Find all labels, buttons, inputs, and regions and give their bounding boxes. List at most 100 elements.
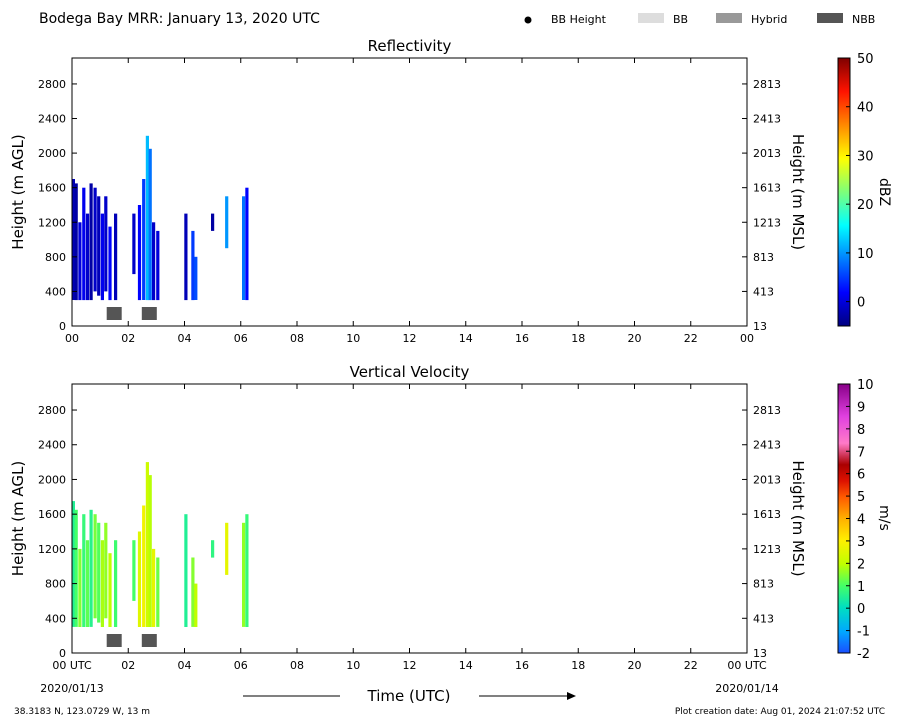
colorbar-tick-label: 20 bbox=[857, 198, 874, 213]
legend-label-bb-height: BB Height bbox=[551, 13, 607, 26]
x-tick-label: 14 bbox=[459, 659, 473, 672]
nbb-marker bbox=[106, 307, 122, 320]
velocity-data-column bbox=[148, 475, 152, 627]
x-tick-label: 18 bbox=[571, 659, 585, 672]
velocity-data-column bbox=[132, 540, 136, 601]
reflectivity-data-column bbox=[152, 222, 156, 301]
x-tick-label: 02 bbox=[121, 332, 135, 345]
x-tick-label: 10 bbox=[346, 659, 360, 672]
colorbar-tick-label: 9 bbox=[857, 400, 865, 415]
reflectivity-data-column bbox=[74, 183, 78, 301]
y-right-tick-label: 2413 bbox=[753, 439, 781, 452]
y-right-tick-label: 2813 bbox=[753, 404, 781, 417]
y-tick-label: 400 bbox=[45, 612, 66, 625]
reflectivity-data-column bbox=[142, 179, 146, 300]
velocity-colorbar-label: m/s bbox=[876, 505, 892, 531]
y-tick-label: 800 bbox=[45, 251, 66, 264]
colorbar-tick-label: 50 bbox=[857, 52, 874, 67]
velocity-data-column bbox=[104, 522, 108, 619]
reflectivity-colorbar: 0 10 20 30 40 50 dBZ bbox=[837, 52, 892, 327]
reflectivity-y-right-axis-label: Height (m MSL) bbox=[789, 134, 807, 250]
reflectivity-data-column bbox=[89, 183, 93, 301]
y-right-tick-label: 2413 bbox=[753, 113, 781, 126]
legend-label-nbb: NBB bbox=[852, 13, 875, 26]
velocity-data-column bbox=[245, 514, 249, 627]
legend-label-bb: BB bbox=[673, 13, 688, 26]
x-tick-label: 22 bbox=[684, 659, 698, 672]
x-tick-label: 08 bbox=[290, 659, 304, 672]
y-tick-label: 1200 bbox=[38, 543, 66, 556]
nbb-marker bbox=[141, 307, 157, 320]
velocity-y-axis-label: Height (m AGL) bbox=[9, 461, 27, 576]
y-tick-label: 800 bbox=[45, 578, 66, 591]
y-right-tick-label: 813 bbox=[753, 578, 774, 591]
y-right-tick-label: 413 bbox=[753, 285, 774, 298]
reflectivity-data-column bbox=[97, 196, 101, 296]
velocity-data-column bbox=[142, 505, 146, 627]
colorbar-tick-label: 30 bbox=[857, 149, 874, 164]
reflectivity-data-column bbox=[242, 196, 246, 300]
colorbar-tick-label: 6 bbox=[857, 468, 865, 483]
colorbar-tick-label: 0 bbox=[857, 602, 865, 617]
figure-title: Bodega Bay MRR: January 13, 2020 UTC bbox=[39, 11, 320, 27]
y-right-tick-label: 1613 bbox=[753, 182, 781, 195]
colorbar-tick-label: 10 bbox=[857, 378, 874, 393]
reflectivity-data-column bbox=[78, 222, 82, 301]
reflectivity-data-column bbox=[104, 196, 108, 292]
reflectivity-data-column bbox=[71, 179, 75, 300]
reflectivity-data-column bbox=[191, 230, 195, 301]
x-tick-label: 00 UTC bbox=[727, 659, 767, 672]
velocity-data-column bbox=[89, 509, 93, 627]
velocity-data-column bbox=[137, 531, 142, 627]
colorbar-tick-label: 4 bbox=[857, 513, 865, 528]
colorbar-tick-label: 7 bbox=[857, 445, 865, 460]
x-tick-label: 00 UTC bbox=[52, 659, 92, 672]
velocity-data-column bbox=[71, 501, 75, 627]
nbb-legend-swatch bbox=[817, 13, 843, 23]
x-tick-label: 06 bbox=[234, 659, 248, 672]
velocity-data-column bbox=[100, 540, 104, 627]
x-tick-label: 08 bbox=[290, 332, 304, 345]
reflectivity-panel-title: Reflectivity bbox=[368, 37, 452, 55]
reflectivity-data-column bbox=[108, 226, 112, 301]
time-arrow-head bbox=[567, 692, 576, 700]
y-right-tick-label: 813 bbox=[753, 251, 774, 264]
y-tick-label: 2000 bbox=[38, 147, 66, 160]
y-right-tick-label: 13 bbox=[753, 647, 767, 660]
bb-legend-swatch bbox=[638, 13, 664, 23]
reflectivity-data-column bbox=[194, 256, 198, 300]
x-tick-label: 14 bbox=[459, 332, 473, 345]
reflectivity-data-column bbox=[82, 187, 86, 301]
colorbar-tick-label: -2 bbox=[857, 647, 870, 662]
x-tick-label: 04 bbox=[178, 332, 192, 345]
velocity-data-column bbox=[184, 514, 188, 627]
reflectivity-y-axis-label: Height (m AGL) bbox=[9, 134, 27, 249]
velocity-panel-title: Vertical Velocity bbox=[350, 363, 470, 381]
velocity-data-column bbox=[82, 514, 86, 627]
y-tick-label: 0 bbox=[59, 647, 66, 660]
velocity-data-column bbox=[97, 522, 101, 623]
reflectivity-data-column bbox=[114, 213, 118, 301]
y-right-tick-label: 1613 bbox=[753, 508, 781, 521]
y-tick-label: 2800 bbox=[38, 404, 66, 417]
reflectivity-data-column bbox=[93, 187, 97, 292]
start-date-label: 2020/01/13 bbox=[40, 682, 103, 695]
nbb-marker bbox=[106, 634, 122, 647]
vertical-velocity-panel: Vertical Velocity 0 13 400 413 800 813 1200 1213… bbox=[9, 363, 807, 672]
y-tick-label: 2400 bbox=[38, 113, 66, 126]
x-tick-label: 04 bbox=[178, 659, 192, 672]
reflectivity-data-column bbox=[211, 213, 215, 231]
velocity-data-column bbox=[191, 557, 195, 627]
velocity-data-column bbox=[93, 514, 97, 619]
velocity-y-right-axis-label: Height (m MSL) bbox=[789, 460, 807, 576]
x-tick-label: 16 bbox=[515, 332, 529, 345]
velocity-data-column bbox=[108, 553, 112, 627]
x-tick-label: 22 bbox=[684, 332, 698, 345]
y-right-tick-label: 1213 bbox=[753, 216, 781, 229]
reflectivity-data-column bbox=[132, 213, 136, 275]
velocity-data-column bbox=[145, 462, 149, 627]
x-tick-label: 12 bbox=[403, 659, 417, 672]
colorbar-tick-label: 8 bbox=[857, 423, 865, 438]
reflectivity-data-column bbox=[85, 213, 90, 301]
